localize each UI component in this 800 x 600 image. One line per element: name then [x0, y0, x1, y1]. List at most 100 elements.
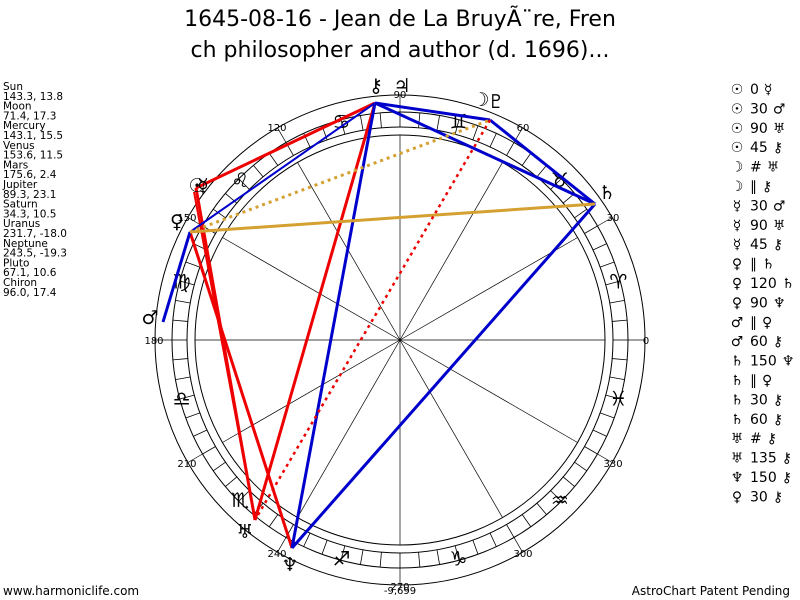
house-line	[399, 339, 503, 518]
aspect-planet: ♄	[731, 412, 744, 428]
aspect-line	[188, 231, 294, 549]
footer-left: www.harmoniclife.com	[3, 584, 139, 598]
ring-tick	[172, 358, 188, 361]
ring-tick	[268, 514, 279, 527]
aspect-type: 60	[750, 334, 768, 350]
aspect-planet: ♅	[731, 451, 744, 467]
ring-tick	[521, 514, 532, 527]
ring-tick	[600, 412, 615, 419]
planet-position: 143.1, 15.5	[3, 130, 63, 142]
ring-tick	[472, 125, 479, 140]
aspect-planet: ☉	[731, 101, 744, 117]
aspect-planet: ♀	[732, 257, 742, 273]
cusp-line	[513, 537, 523, 553]
aspect-type: 90	[750, 218, 768, 234]
planet-name: Chiron	[3, 277, 37, 289]
degree-label: 150	[177, 213, 196, 224]
aspect-type: 135	[750, 451, 777, 467]
ring-tick	[418, 552, 421, 568]
ring-tick	[592, 429, 607, 437]
ring-tick	[303, 532, 311, 547]
planet-name: Jupiter	[2, 179, 38, 191]
ring-tick	[609, 376, 625, 380]
degree-label: 210	[177, 459, 196, 470]
title-line: 1645-08-16 - Jean de La BruyÃ¨re, Fren	[184, 5, 616, 32]
planet-position: 89.3, 23.1	[3, 189, 56, 201]
ring-tick	[612, 319, 628, 322]
degree-label: 60	[517, 123, 530, 134]
aspect-planet: ♅	[773, 218, 786, 234]
aspect-type: 45	[750, 140, 768, 156]
planet-name: Mercury	[3, 120, 46, 132]
planet-glyph: ♄	[598, 182, 615, 204]
ring-tick	[612, 358, 628, 361]
aspect-type: 120	[750, 276, 777, 292]
ring-tick	[175, 376, 191, 380]
aspect-planet: ♀	[732, 489, 742, 505]
aspect-planet: ⚷	[773, 489, 783, 505]
ring-tick	[506, 142, 515, 156]
ring-tick	[489, 133, 497, 148]
ring-tick	[238, 490, 250, 502]
aspect-line	[374, 101, 596, 206]
planet-glyph: ♆	[281, 554, 298, 576]
degree-label: 90	[394, 90, 407, 101]
ring-tick	[550, 178, 562, 190]
planet-glyph: ♀	[170, 211, 184, 233]
aspect-planet: ☿	[733, 218, 742, 234]
aspect-line	[374, 101, 491, 122]
degree-label: 240	[267, 549, 286, 560]
ring-tick	[454, 545, 460, 561]
zodiac-sign: ♎	[173, 386, 191, 410]
ring-tick	[225, 476, 238, 487]
aspect-type: ∥	[750, 315, 757, 331]
aspect-planet: ♄	[731, 392, 744, 408]
ring-tick	[562, 476, 575, 487]
cusp-line	[597, 217, 613, 227]
ring-tick	[379, 112, 382, 128]
aspect-type: 90	[750, 295, 768, 311]
house-line	[399, 162, 503, 341]
ring-tick	[521, 153, 532, 166]
planet-glyph: ♅	[236, 521, 253, 543]
planet-name: Neptune	[3, 238, 48, 250]
house-line	[222, 237, 401, 341]
aspect-line	[195, 101, 376, 190]
aspect-type: ∥	[750, 257, 757, 273]
zodiac-sign: ♈	[609, 270, 627, 294]
aspect-planet: ⚷	[773, 392, 783, 408]
aspect-type: 30	[750, 392, 768, 408]
planet-name: Uranus	[3, 218, 40, 230]
planet-name: Pluto	[3, 257, 29, 269]
aspect-planet: ♅	[773, 121, 786, 137]
ring-tick	[213, 461, 226, 472]
footer-right: AstroChart Patent Pending	[632, 584, 790, 598]
planet-glyph: ☉	[188, 175, 205, 197]
aspect-planet: ☽	[731, 179, 744, 195]
planet-position: 153.6, 11.5	[3, 150, 63, 162]
aspect-planet: ♅	[767, 160, 780, 176]
degree-label: 270	[390, 582, 409, 593]
ring-tick	[379, 552, 382, 568]
aspect-type: ∥	[750, 373, 757, 389]
aspect-planet: ☉	[731, 140, 744, 156]
aspect-line	[489, 118, 596, 206]
ring-tick	[202, 446, 216, 455]
aspect-planet: ♆	[731, 470, 744, 486]
ring-tick	[175, 300, 191, 304]
planet-glyph: ☿	[197, 175, 209, 197]
aspect-planet: ♄	[782, 276, 795, 292]
ring-tick	[506, 524, 515, 538]
planet-glyph: ♇	[487, 91, 504, 113]
zodiac-sign: ♓	[609, 386, 627, 410]
aspect-planet: ☉	[731, 82, 744, 98]
aspect-planet: ♂	[773, 101, 786, 117]
zodiac-sign: ♌	[231, 168, 249, 192]
cusp-line	[277, 127, 287, 143]
aspect-type: 30	[750, 489, 768, 505]
ring-tick	[185, 412, 200, 419]
aspect-planet: ♂	[731, 334, 744, 350]
ring-tick	[489, 532, 497, 547]
ring-tick	[454, 119, 460, 135]
